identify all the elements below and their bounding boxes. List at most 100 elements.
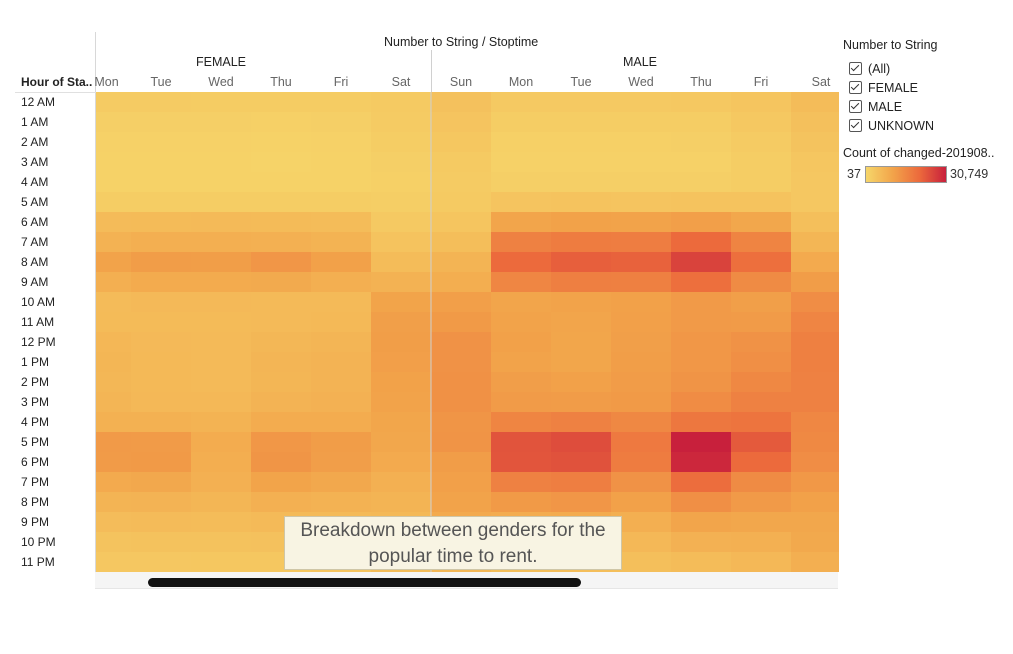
heatmap-cell[interactable] [431,412,491,432]
heatmap-cell[interactable] [96,452,131,472]
heatmap-cell[interactable] [611,312,671,332]
heatmap-cell[interactable] [671,452,731,472]
heatmap-cell[interactable] [131,292,191,312]
heatmap-cell[interactable] [611,392,671,412]
heatmap-cell[interactable] [431,432,491,452]
heatmap-cell[interactable] [131,172,191,192]
heatmap-cell[interactable] [131,372,191,392]
heatmap-cell[interactable] [311,232,371,252]
heatmap-cell[interactable] [431,272,491,292]
heatmap-cell[interactable] [311,112,371,132]
heatmap-cell[interactable] [96,372,131,392]
heatmap-cell[interactable] [191,292,251,312]
heatmap-cell[interactable] [611,432,671,452]
heatmap-cell[interactable] [731,272,791,292]
heatmap-cell[interactable] [311,492,371,512]
heatmap-cell[interactable] [731,532,791,552]
heatmap-cell[interactable] [611,332,671,352]
heatmap-cell[interactable] [491,152,551,172]
heatmap-cell[interactable] [131,432,191,452]
heatmap-cell[interactable] [611,512,671,532]
heatmap-cell[interactable] [431,352,491,372]
heatmap-cell[interactable] [311,272,371,292]
heatmap-cell[interactable] [131,552,191,572]
heatmap-cell[interactable] [311,372,371,392]
heatmap-cell[interactable] [251,132,311,152]
heatmap-cell[interactable] [191,132,251,152]
heatmap-cell[interactable] [491,392,551,412]
heatmap-cell[interactable] [611,412,671,432]
heatmap-cell[interactable] [131,532,191,552]
heatmap-cell[interactable] [311,452,371,472]
heatmap-cell[interactable] [791,552,839,572]
heatmap-cell[interactable] [671,492,731,512]
checkbox-checked-icon[interactable] [849,100,862,113]
heatmap-cell[interactable] [611,172,671,192]
heatmap-cell[interactable] [431,472,491,492]
heatmap-cell[interactable] [191,272,251,292]
heatmap-cell[interactable] [251,352,311,372]
heatmap-cell[interactable] [731,392,791,412]
heatmap-cell[interactable] [491,412,551,432]
heatmap-cell[interactable] [131,232,191,252]
heatmap-cell[interactable] [671,232,731,252]
heatmap-cell[interactable] [96,292,131,312]
heatmap-cell[interactable] [671,512,731,532]
heatmap-cell[interactable] [791,252,839,272]
heatmap-cell[interactable] [791,432,839,452]
heatmap-cell[interactable] [131,92,191,112]
heatmap-cell[interactable] [131,492,191,512]
heatmap-cell[interactable] [431,292,491,312]
heatmap-cell[interactable] [131,272,191,292]
heatmap-cell[interactable] [251,172,311,192]
heatmap-cell[interactable] [96,192,131,212]
heatmap-cell[interactable] [551,492,611,512]
heatmap-cell[interactable] [551,132,611,152]
heatmap-cell[interactable] [131,252,191,272]
heatmap-cell[interactable] [191,172,251,192]
heatmap-cell[interactable] [791,232,839,252]
heatmap-cell[interactable] [551,172,611,192]
heatmap-cell[interactable] [431,192,491,212]
heatmap-cell[interactable] [731,452,791,472]
heatmap-cell[interactable] [131,112,191,132]
heatmap-cell[interactable] [371,172,431,192]
heatmap-cell[interactable] [671,432,731,452]
heatmap-cell[interactable] [791,512,839,532]
heatmap-cell[interactable] [611,152,671,172]
heatmap-cell[interactable] [96,332,131,352]
heatmap-cell[interactable] [671,472,731,492]
heatmap-cell[interactable] [791,352,839,372]
heatmap-cell[interactable] [611,132,671,152]
heatmap-cell[interactable] [491,232,551,252]
heatmap-cell[interactable] [731,172,791,192]
heatmap-cell[interactable] [311,132,371,152]
heatmap-cell[interactable] [671,252,731,272]
heatmap-cell[interactable] [371,452,431,472]
heatmap-cell[interactable] [611,92,671,112]
heatmap-cell[interactable] [96,212,131,232]
heatmap-cell[interactable] [431,132,491,152]
heatmap-cell[interactable] [611,452,671,472]
heatmap-cell[interactable] [671,352,731,372]
heatmap-cell[interactable] [191,552,251,572]
heatmap-cell[interactable] [671,192,731,212]
heatmap-cell[interactable] [131,332,191,352]
heatmap-cell[interactable] [251,432,311,452]
heatmap-cell[interactable] [131,152,191,172]
heatmap-cell[interactable] [251,92,311,112]
heatmap-cell[interactable] [551,192,611,212]
heatmap-cell[interactable] [671,412,731,432]
heatmap-cell[interactable] [311,312,371,332]
heatmap-cell[interactable] [191,192,251,212]
heatmap-cell[interactable] [671,292,731,312]
heatmap-cell[interactable] [371,332,431,352]
heatmap-cell[interactable] [731,132,791,152]
heatmap-cell[interactable] [431,172,491,192]
heatmap-cell[interactable] [191,232,251,252]
heatmap-cell[interactable] [191,472,251,492]
filter-item-unknown[interactable]: UNKNOWN [849,116,934,135]
filter-item-male[interactable]: MALE [849,97,934,116]
heatmap-cell[interactable] [731,512,791,532]
heatmap-cell[interactable] [371,312,431,332]
